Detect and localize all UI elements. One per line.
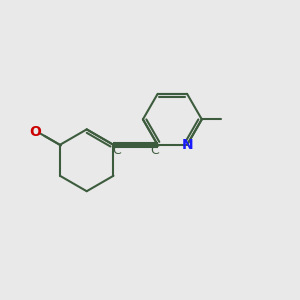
Text: N: N (181, 138, 193, 152)
Text: C: C (150, 144, 159, 157)
Text: O: O (30, 125, 41, 139)
Text: C: C (112, 144, 121, 157)
